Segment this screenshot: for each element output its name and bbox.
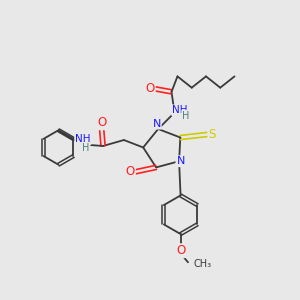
Text: N: N	[176, 156, 185, 166]
Text: O: O	[146, 82, 155, 95]
Text: S: S	[208, 128, 216, 141]
Text: NH: NH	[75, 134, 91, 144]
Text: O: O	[97, 116, 106, 129]
Text: CH₃: CH₃	[193, 259, 212, 269]
Text: N: N	[152, 118, 161, 129]
Text: H: H	[82, 143, 89, 153]
Text: O: O	[126, 165, 135, 178]
Text: H: H	[182, 111, 190, 121]
Text: O: O	[176, 244, 185, 257]
Text: NH: NH	[172, 105, 188, 115]
